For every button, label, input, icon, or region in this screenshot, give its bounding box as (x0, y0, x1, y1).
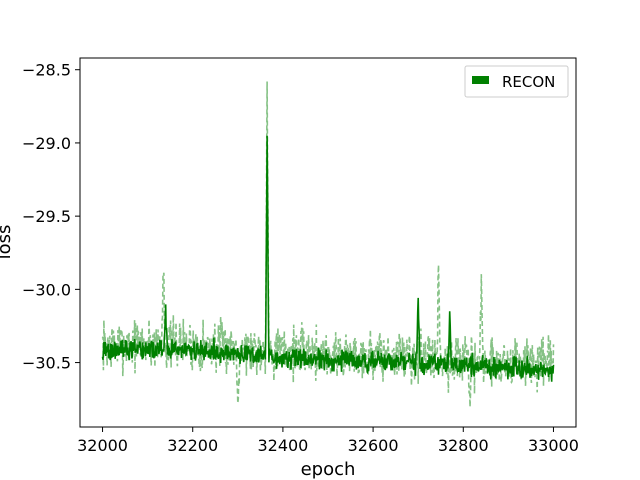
y-tick-label: −30.0 (22, 280, 71, 299)
y-tick-label: −29.0 (22, 134, 71, 153)
legend-swatch-recon (472, 76, 489, 84)
x-tick-label: 32800 (438, 436, 489, 455)
legend: RECON (464, 65, 569, 98)
x-tick-label: 32600 (348, 436, 399, 455)
plot-frame (79, 57, 577, 428)
x-axis-label: epoch (301, 459, 356, 480)
x-tick-label: 33000 (528, 436, 579, 455)
x-tick-label: 32000 (77, 436, 128, 455)
x-axis: 32000 32200 32400 32600 32800 33000 (77, 427, 579, 455)
x-tick-label: 32200 (167, 436, 218, 455)
y-tick-label: −28.5 (22, 61, 71, 80)
series-line-recon (101, 135, 555, 382)
y-tick-label: −29.5 (22, 207, 71, 226)
plot-area (79, 57, 577, 428)
legend-box (464, 65, 569, 98)
y-axis: −28.5 −29.0 −29.5 −30.0 −30.5 (22, 61, 80, 373)
x-tick-label: 32400 (257, 436, 308, 455)
series-layer (101, 81, 555, 407)
legend-label-recon: RECON (502, 73, 555, 91)
y-axis-label: loss (0, 225, 15, 260)
y-tick-label: −30.5 (22, 354, 71, 373)
